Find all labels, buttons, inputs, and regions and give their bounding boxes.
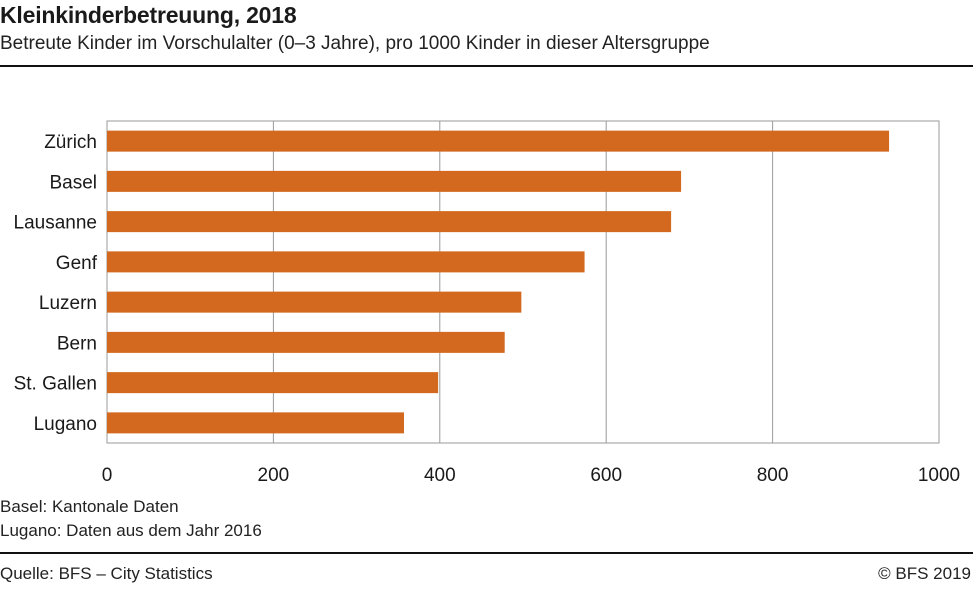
source-text: Quelle: BFS – City Statistics	[0, 564, 213, 583]
header-divider	[0, 65, 973, 67]
x-tick-label: 400	[424, 465, 456, 486]
note-lugano: Lugano: Daten aus dem Jahr 2016	[0, 521, 262, 540]
chart-title: Kleinkinderbetreuung, 2018	[0, 2, 297, 28]
plot-frame	[106, 120, 940, 444]
category-label: Basel	[49, 172, 97, 193]
bar	[107, 211, 672, 233]
chart-subtitle: Betreute Kinder im Vorschulalter (0–3 Ja…	[0, 33, 710, 54]
bar-chart: Zürich Basel Lausanne Genf Luzern Bern St. Gal…	[14, 120, 960, 486]
bar	[107, 170, 682, 192]
category-label: Lugano	[34, 414, 97, 435]
category-label: Luzern	[39, 293, 97, 314]
note-basel: Basel: Kantonale Daten	[0, 497, 179, 516]
bar	[107, 291, 522, 313]
copyright-text: © BFS 2019	[878, 564, 971, 583]
x-tick-label: 0	[102, 465, 113, 486]
footer-divider	[0, 552, 973, 554]
category-label: Zürich	[44, 132, 97, 153]
x-tick-label: 600	[590, 465, 622, 486]
category-label: St. Gallen	[14, 374, 97, 395]
bar	[107, 372, 439, 394]
x-tick-label: 200	[258, 465, 290, 486]
category-label: Genf	[56, 253, 98, 274]
bar	[107, 251, 585, 273]
category-label: Lausanne	[14, 213, 97, 234]
x-tick-label: 1000	[918, 465, 960, 486]
bar	[107, 412, 405, 434]
x-tick-label: 800	[757, 465, 789, 486]
bar	[107, 130, 890, 152]
bar	[107, 331, 505, 353]
category-label: Bern	[57, 333, 97, 354]
